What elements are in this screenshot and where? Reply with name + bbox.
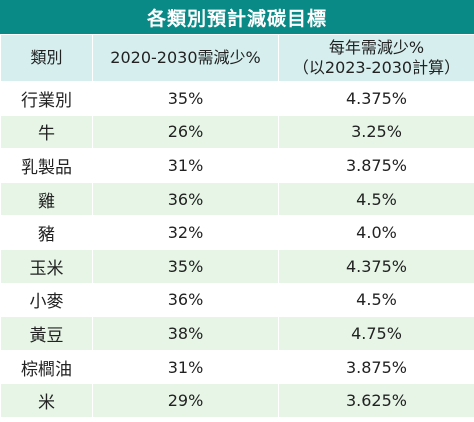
row-category: 棕櫚油 [0,349,93,385]
reduction-table: 類別 2020-2030需減少% 每年需減少% （以2023-2030計算） 行… [0,34,474,418]
row-reduction-2020-2030: 35% [92,81,279,116]
table-title: 各類別預計減碳目標 [0,0,474,34]
row-reduction-2020-2030: 31% [92,349,279,385]
row-category: 行業別 [0,81,93,116]
row-annual-reduction: 4.375% [278,81,474,116]
row-annual-reduction: 3.625% [278,383,474,418]
header-reduction-2020-2030: 2020-2030需減少% [92,34,279,82]
table-row: 小麥 36% 4.5% [0,282,474,318]
row-reduction-2020-2030: 36% [92,282,279,318]
header-row: 類別 2020-2030需減少% 每年需減少% （以2023-2030計算） [0,34,474,82]
row-reduction-2020-2030: 26% [92,114,279,150]
table-row: 豬 32% 4.0% [0,215,474,250]
row-annual-reduction: 4.5% [278,282,474,318]
row-reduction-2020-2030: 31% [92,148,279,183]
row-reduction-2020-2030: 29% [92,383,279,418]
row-category: 米 [0,383,93,418]
row-reduction-2020-2030: 35% [92,248,279,284]
row-category: 黃豆 [0,316,93,351]
table-row: 牛 26% 3.25% [0,114,474,150]
row-annual-reduction: 4.0% [278,215,474,250]
header-annual-reduction: 每年需減少% （以2023-2030計算） [278,34,474,82]
table-row: 玉米 35% 4.375% [0,248,474,284]
row-reduction-2020-2030: 38% [92,316,279,351]
row-category: 牛 [0,114,93,150]
table-row: 米 29% 3.625% [0,383,474,418]
row-reduction-2020-2030: 36% [92,181,279,217]
row-annual-reduction: 3.875% [278,349,474,385]
table-row: 棕櫚油 31% 3.875% [0,349,474,385]
header-annual-line2: （以2023-2030計算） [292,58,461,77]
header-annual-line1: 每年需減少% [328,38,425,57]
row-reduction-2020-2030: 32% [92,215,279,250]
table-row: 黃豆 38% 4.75% [0,316,474,351]
table-row: 乳製品 31% 3.875% [0,148,474,183]
row-category: 小麥 [0,282,93,318]
table-row: 雞 36% 4.5% [0,181,474,217]
row-annual-reduction: 3.875% [278,148,474,183]
row-category: 乳製品 [0,148,93,183]
header-category: 類別 [0,34,93,82]
table-row: 行業別 35% 4.375% [0,81,474,116]
row-annual-reduction: 4.5% [278,181,474,217]
row-category: 豬 [0,215,93,250]
row-category: 玉米 [0,248,93,284]
row-annual-reduction: 3.25% [278,114,474,150]
row-annual-reduction: 4.75% [278,316,474,351]
row-annual-reduction: 4.375% [278,248,474,284]
row-category: 雞 [0,181,93,217]
